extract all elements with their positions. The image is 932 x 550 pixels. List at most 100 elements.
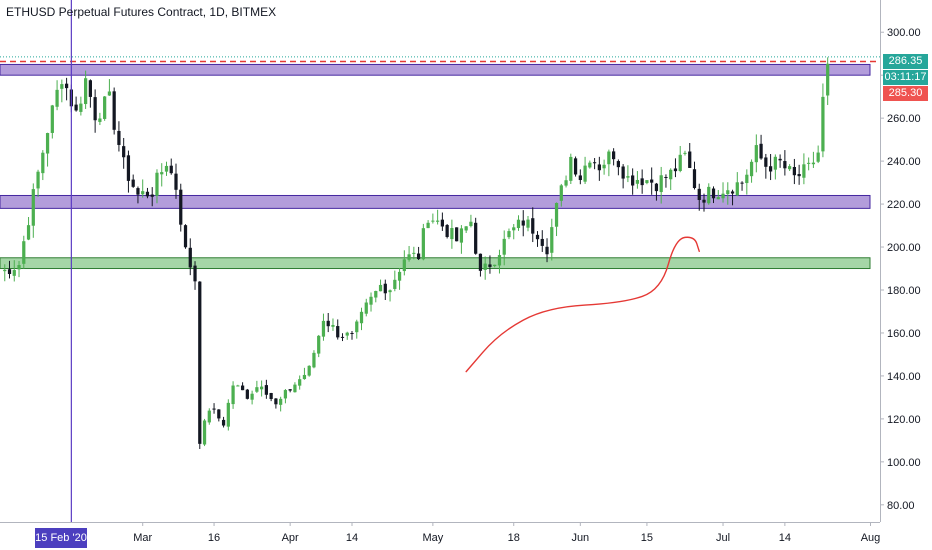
- y-tick-label: 220.00: [887, 199, 921, 211]
- x-tick-label: 16: [208, 532, 220, 544]
- candle-body: [250, 393, 254, 400]
- candle-body: [107, 91, 112, 96]
- candle-body: [521, 220, 525, 226]
- candle-body: [545, 246, 549, 255]
- x-tick-label: 18: [508, 532, 520, 544]
- candle-body: [226, 402, 230, 427]
- candle-body: [797, 174, 801, 177]
- candle-body: [240, 385, 245, 391]
- y-tick-label: 260.00: [887, 113, 921, 125]
- candle-body: [45, 133, 50, 154]
- candle-body: [493, 264, 497, 267]
- candle-body: [431, 220, 435, 222]
- candle-body: [692, 169, 697, 189]
- candle-body: [602, 164, 606, 169]
- candle-body: [707, 186, 711, 204]
- candle-body: [592, 162, 597, 164]
- candle-body: [7, 269, 12, 275]
- candle-body: [445, 225, 449, 237]
- candle-body: [464, 226, 468, 231]
- candle-body: [122, 146, 126, 158]
- candle-body: [88, 80, 92, 97]
- y-tick-label: 180.00: [887, 285, 921, 297]
- candle-body: [730, 191, 735, 194]
- candle-body: [279, 398, 283, 405]
- candle-body: [802, 164, 806, 178]
- price-zones: [0, 63, 871, 270]
- candle-body: [416, 253, 421, 260]
- candle-body: [768, 166, 773, 172]
- candle-body: [26, 225, 31, 240]
- candle-body: [478, 253, 483, 271]
- candle-body: [650, 179, 654, 183]
- candle-body: [516, 219, 521, 229]
- candle-body: [274, 398, 278, 405]
- candle-body: [41, 152, 45, 174]
- candle-body: [502, 238, 506, 255]
- candle-body: [369, 296, 373, 305]
- candle-body: [60, 84, 64, 89]
- candle-body: [711, 188, 716, 199]
- candle-body: [688, 151, 692, 168]
- resistance-zone: [0, 63, 871, 76]
- candle-body: [117, 130, 121, 145]
- y-tick-label: 120.00: [887, 414, 921, 426]
- candle-body: [526, 219, 530, 228]
- candle-body: [193, 265, 197, 282]
- crosshair-date-label: 15 Feb '20: [35, 528, 87, 548]
- candle-body: [141, 191, 145, 195]
- x-tick-label: Aug: [861, 532, 881, 544]
- candle-body: [283, 390, 288, 399]
- candle-body: [612, 151, 616, 160]
- candle-body: [436, 220, 440, 222]
- y-tick-label: 80.00: [887, 500, 915, 512]
- candle-body: [307, 365, 311, 376]
- x-tick-label: Jul: [716, 532, 730, 544]
- candle-body: [573, 158, 578, 175]
- candle-body: [759, 143, 763, 159]
- candle-body: [783, 161, 787, 169]
- candle-body: [260, 386, 264, 390]
- candle-body: [164, 165, 169, 172]
- candle-body: [531, 218, 535, 234]
- candle-body: [788, 166, 792, 170]
- candle-body: [678, 154, 682, 172]
- candle-body: [74, 104, 78, 111]
- candle-body: [255, 387, 259, 392]
- candle-body: [179, 189, 183, 225]
- candle-body: [355, 321, 359, 333]
- candle-body: [359, 311, 364, 324]
- candle-body: [745, 174, 749, 184]
- candle-body: [807, 162, 811, 164]
- candle-body: [578, 175, 582, 181]
- x-tick-label: Jun: [571, 532, 589, 544]
- candle-body: [321, 320, 326, 337]
- candle-body: [535, 234, 540, 240]
- candle-body: [469, 221, 473, 227]
- candle-body: [597, 164, 601, 171]
- high-price-tag: 286.35: [883, 53, 928, 69]
- candle-body: [317, 335, 321, 354]
- candle-body: [754, 145, 758, 163]
- chart-title: ETHUSD Perpetual Futures Contract, 1D, B…: [6, 5, 277, 19]
- candle-body: [288, 389, 292, 391]
- chart-axes: 80.00 100.00 120.00 140.00 160.00 180.00 200.0…: [0, 0, 921, 544]
- candle-body: [378, 284, 383, 292]
- candle-body: [17, 265, 21, 270]
- candle-body: [345, 332, 349, 336]
- y-tick-label: 200.00: [887, 242, 921, 254]
- candle-body: [174, 173, 178, 190]
- candle-body: [269, 393, 273, 399]
- candle-body: [103, 96, 107, 119]
- candle-body: [169, 165, 173, 174]
- candle-body: [402, 259, 406, 272]
- bar-countdown-tag: 03:11:17: [883, 69, 928, 85]
- candle-body: [312, 352, 316, 368]
- candle-body: [564, 180, 568, 186]
- candle-body: [212, 408, 216, 410]
- candle-body: [155, 172, 159, 196]
- last-price-tag: 285.30: [883, 85, 928, 101]
- candle-body: [669, 169, 673, 180]
- candle-body: [93, 97, 97, 121]
